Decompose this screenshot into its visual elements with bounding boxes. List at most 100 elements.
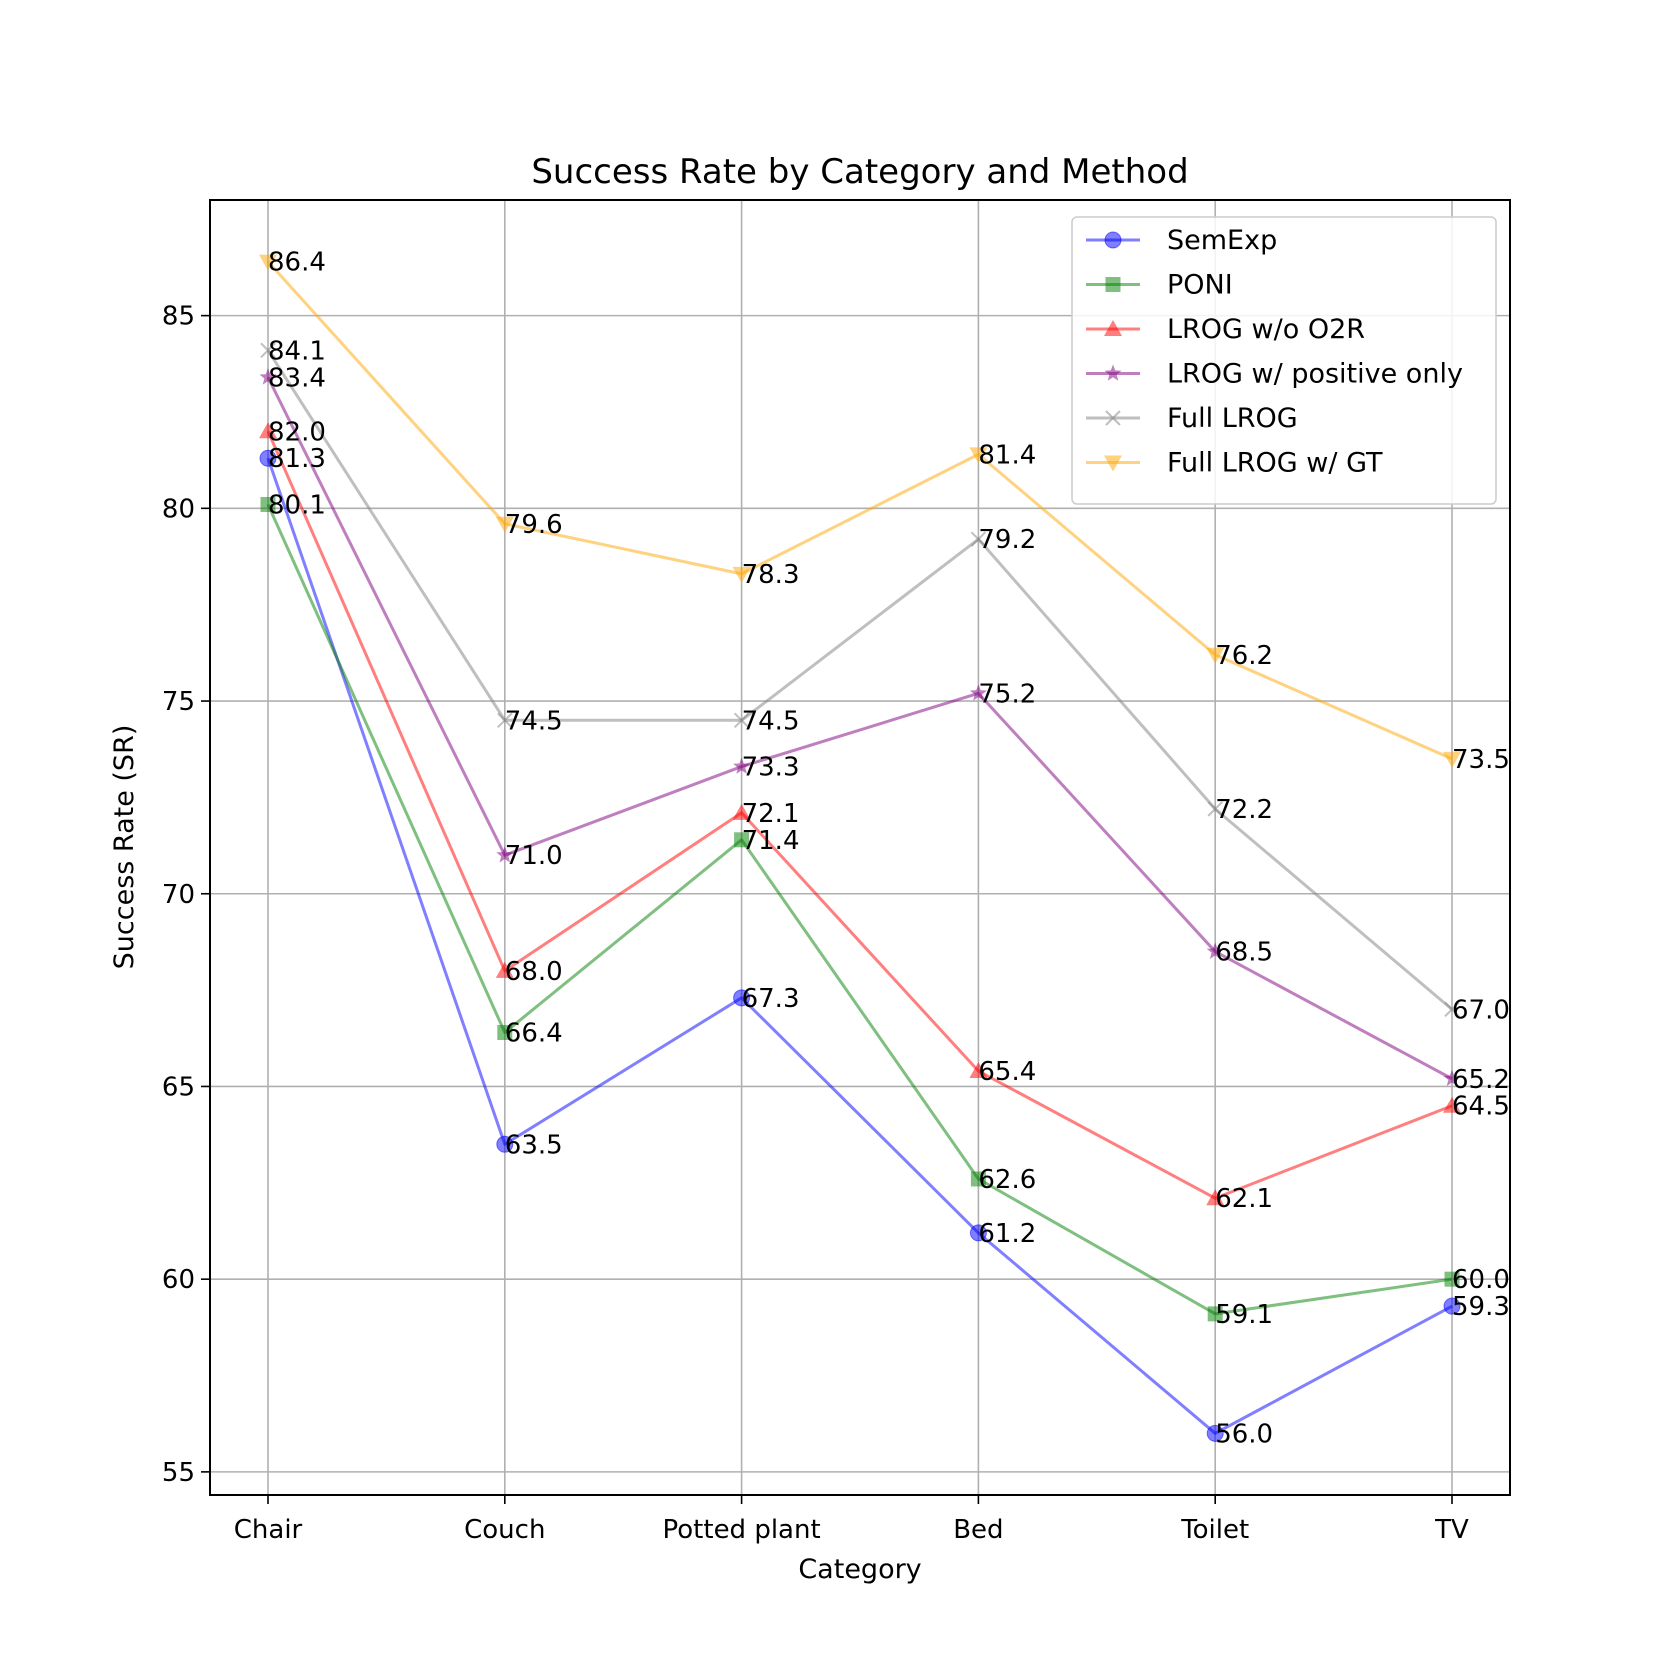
data-point-full-lrog xyxy=(733,712,750,729)
data-label: 76.2 xyxy=(1215,641,1273,671)
data-label: 60.0 xyxy=(1452,1265,1510,1295)
legend-label: LROG w/ positive only xyxy=(1167,359,1463,390)
data-point-full-lrog xyxy=(970,531,987,547)
data-label: 68.0 xyxy=(505,957,563,987)
data-point-lrog-w-o-o2r xyxy=(1206,1189,1225,1206)
series-lrog-w-positive-only xyxy=(259,368,1461,1087)
data-point-full-lrog xyxy=(1207,801,1223,817)
data-point-full-lrog-w-gt xyxy=(1443,751,1461,768)
series-poni xyxy=(260,496,1460,1322)
data-label: 79.2 xyxy=(978,525,1036,555)
data-point-full-lrog xyxy=(497,712,513,729)
legend: SemExp PONI LROG w/o O2R LROG w/ positive o… xyxy=(1071,216,1497,505)
data-point-lrog-w-positive-only xyxy=(496,846,514,863)
data-point-full-lrog-w-gt xyxy=(969,447,988,464)
data-label: 81.4 xyxy=(978,440,1036,470)
data-point-semexp xyxy=(259,449,277,467)
data-label: 65.2 xyxy=(1452,1065,1510,1095)
data-label: 59.1 xyxy=(1215,1300,1273,1330)
data-label: 83.4 xyxy=(268,363,326,393)
legend-entry-lrog-w-positive-only: LROG w/ positive only xyxy=(1086,359,1463,390)
data-label: 66.4 xyxy=(505,1019,563,1049)
data-label: 68.5 xyxy=(1215,938,1273,968)
legend-marker xyxy=(1105,410,1121,426)
data-point-lrog-w-positive-only xyxy=(733,757,751,774)
data-label: 74.5 xyxy=(742,706,800,736)
data-label: 62.6 xyxy=(978,1165,1036,1195)
data-point-semexp xyxy=(733,989,751,1007)
y-tick-label-55: 55 xyxy=(162,1458,195,1488)
data-label: 82.0 xyxy=(268,417,326,447)
data-labels: 81.3 63.5 67.3 61.2 56.0 59.3 80.1 66.4 71.4 62.6… xyxy=(268,248,1510,1450)
series-layer xyxy=(259,254,1461,1442)
legend-entry-full-lrog-w-gt: Full LROG w/ GT xyxy=(1086,448,1383,479)
chart-title: Success Rate by Category and Method xyxy=(531,152,1188,192)
legend-label: LROG w/o O2R xyxy=(1167,314,1365,345)
data-point-full-lrog-w-gt xyxy=(495,516,514,533)
data-label: 80.1 xyxy=(268,490,326,520)
data-label: 63.5 xyxy=(505,1130,563,1160)
data-label: 61.2 xyxy=(978,1219,1036,1249)
data-point-semexp xyxy=(1443,1297,1461,1315)
x-tick-label-toilet: Toilet xyxy=(1180,1515,1249,1545)
data-label: 78.3 xyxy=(742,560,800,590)
legend-marker xyxy=(1105,277,1121,292)
y-tick-label-60: 60 xyxy=(162,1265,195,1295)
data-label: 59.3 xyxy=(1452,1292,1510,1322)
data-label: 71.0 xyxy=(505,841,563,871)
series-line-full-lrog-w-gt xyxy=(266,260,1453,761)
data-point-poni xyxy=(497,1025,513,1040)
legend-label: PONI xyxy=(1167,270,1233,301)
data-point-lrog-w-o-o2r xyxy=(969,1062,988,1079)
x-tick-label-bed: Bed xyxy=(953,1515,1003,1545)
series-line-full-lrog xyxy=(266,349,1453,1011)
data-label: 86.4 xyxy=(268,248,326,278)
legend-marker xyxy=(1104,364,1122,381)
data-point-lrog-w-positive-only xyxy=(259,368,277,385)
series-line-lrog-w-o-o2r xyxy=(266,430,1453,1200)
x-tick-label-potted-plant: Potted plant xyxy=(663,1515,821,1545)
data-label: 64.5 xyxy=(1452,1092,1510,1122)
y-tick-label-80: 80 xyxy=(162,494,195,524)
data-point-poni xyxy=(970,1171,986,1187)
legend-entry-semexp: SemExp xyxy=(1086,225,1277,256)
series-line-semexp xyxy=(266,457,1453,1435)
plot-frame xyxy=(209,199,1511,1496)
data-point-poni xyxy=(260,496,276,512)
data-label: 56.0 xyxy=(1215,1419,1273,1449)
data-label: 72.1 xyxy=(742,799,800,829)
x-axis-title: Category xyxy=(798,1554,921,1585)
data-point-lrog-w-o-o2r xyxy=(259,422,277,439)
data-label: 72.2 xyxy=(1215,795,1273,825)
data-label: 81.3 xyxy=(268,444,326,474)
data-label: 65.4 xyxy=(978,1057,1036,1087)
series-semexp xyxy=(259,449,1461,1442)
data-point-semexp xyxy=(496,1135,514,1153)
data-point-poni xyxy=(1444,1271,1460,1287)
series-line-poni xyxy=(266,503,1453,1316)
y-tick-label-75: 75 xyxy=(162,687,195,717)
data-label: 74.5 xyxy=(505,706,563,736)
y-tick-label-70: 70 xyxy=(162,880,195,910)
data-label: 71.4 xyxy=(742,826,800,856)
legend-label: SemExp xyxy=(1167,225,1277,256)
data-label: 67.0 xyxy=(1452,995,1510,1025)
legend-entry-lrog-w-o-o2r: LROG w/o O2R xyxy=(1086,314,1365,345)
legend-label: Full LROG xyxy=(1167,403,1298,434)
data-point-full-lrog-w-gt xyxy=(732,566,751,583)
data-label: 73.3 xyxy=(742,753,800,783)
y-tick-label-65: 65 xyxy=(162,1072,195,1102)
data-label: 75.2 xyxy=(978,679,1036,709)
data-point-lrog-w-o-o2r xyxy=(1443,1096,1461,1113)
data-point-full-lrog-w-gt xyxy=(259,254,277,271)
data-point-semexp xyxy=(1206,1424,1224,1442)
data-point-semexp xyxy=(969,1224,987,1242)
data-label: 62.1 xyxy=(1215,1184,1273,1214)
series-full-lrog-w-gt xyxy=(259,254,1461,768)
data-label: 67.3 xyxy=(742,984,800,1014)
legend-label: Full LROG w/ GT xyxy=(1167,448,1383,479)
legend-entry-poni: PONI xyxy=(1086,270,1233,301)
y-tick-label-85: 85 xyxy=(162,302,195,332)
data-point-full-lrog xyxy=(1444,1001,1460,1018)
